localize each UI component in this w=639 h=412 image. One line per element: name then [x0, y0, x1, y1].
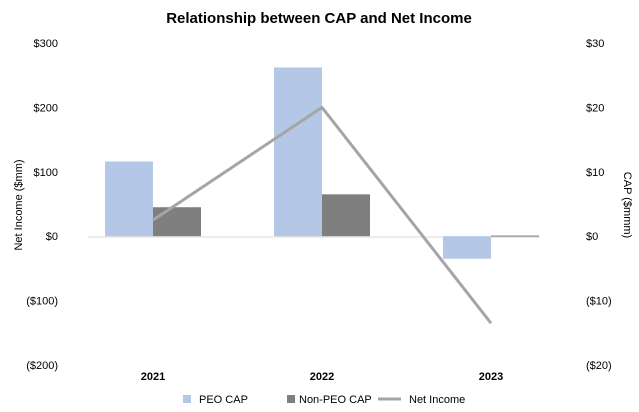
right-tick-label: $30	[586, 38, 604, 50]
right-tick-label: ($20)	[586, 360, 612, 372]
left-axis-ticks: $300 $200 $100 $0 ($100) ($200)	[26, 38, 58, 372]
right-axis-label: CAP ($mmm)	[621, 172, 633, 238]
left-tick-label: $0	[46, 231, 58, 243]
category-label-2023: 2023	[479, 371, 503, 383]
bar-non-peo-cap-2023	[491, 235, 539, 237]
left-axis-label: Net Income ($mm)	[13, 159, 25, 250]
left-tick-label: $300	[34, 38, 58, 50]
bars	[105, 67, 539, 259]
category-label-2022: 2022	[310, 371, 334, 383]
legend-label-net-income: Net Income	[409, 394, 465, 406]
legend: PEO CAP Non-PEO CAP Net Income	[183, 394, 465, 406]
bar-peo-cap-2022	[274, 67, 322, 237]
left-tick-label: ($200)	[26, 360, 58, 372]
chart-title: Relationship between CAP and Net Income	[166, 10, 472, 27]
right-tick-label: $0	[586, 231, 598, 243]
bar-peo-cap-2021	[105, 161, 153, 237]
right-tick-label: $10	[586, 167, 604, 179]
legend-swatch-non-peo-cap	[287, 395, 295, 403]
legend-label-peo-cap: PEO CAP	[199, 394, 248, 406]
category-labels: 2021 2022 2023	[141, 371, 503, 383]
category-label-2021: 2021	[141, 371, 165, 383]
net-income-line-layer	[152, 105, 493, 325]
left-tick-label: $200	[34, 102, 58, 114]
bar-non-peo-cap-2021	[153, 207, 201, 237]
bar-non-peo-cap-2022	[322, 194, 370, 237]
bar-peo-cap-2023	[443, 236, 491, 259]
legend-swatch-peo-cap	[183, 395, 191, 403]
legend-label-non-peo-cap: Non-PEO CAP	[299, 394, 372, 406]
right-tick-label: $20	[586, 102, 604, 114]
right-axis-ticks: $30 $20 $10 $0 ($10) ($20)	[586, 38, 612, 372]
left-tick-label: ($100)	[26, 296, 58, 308]
net-income-line	[152, 105, 493, 325]
right-tick-label: ($10)	[586, 296, 612, 308]
left-tick-label: $100	[34, 167, 58, 179]
